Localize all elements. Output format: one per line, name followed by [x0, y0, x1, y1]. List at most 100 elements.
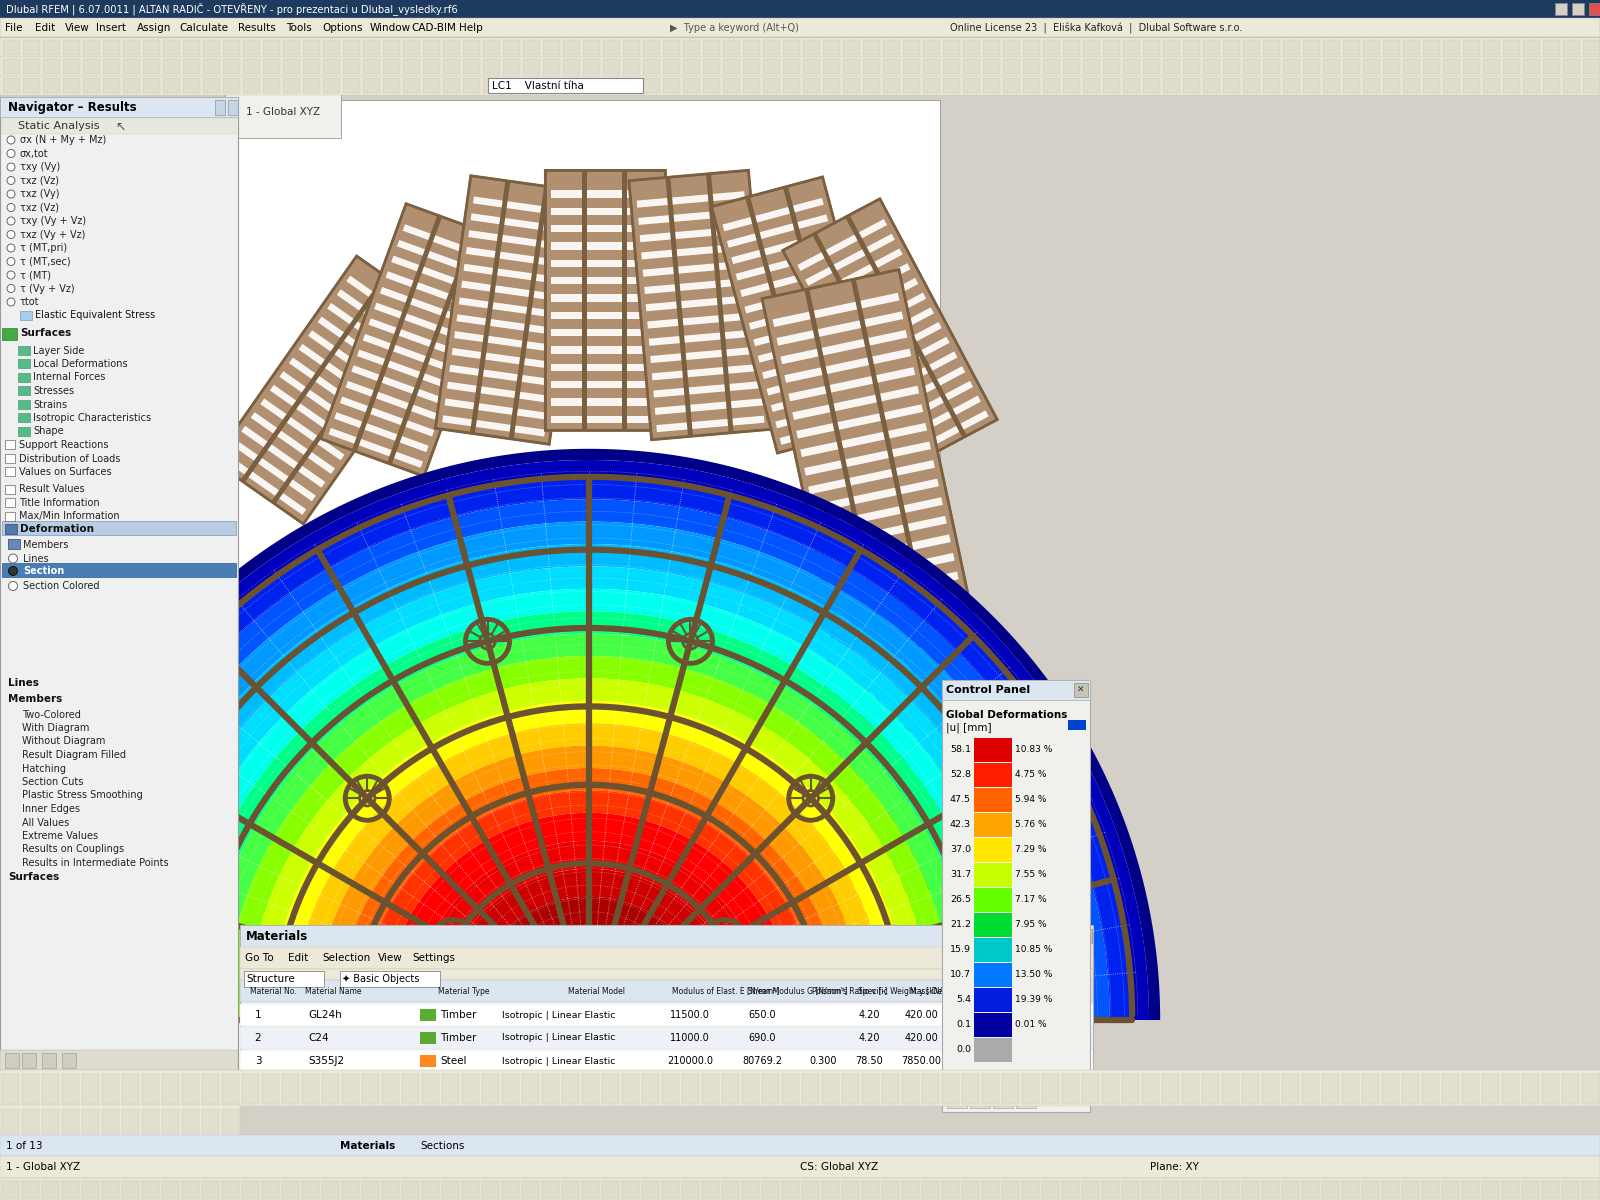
- Polygon shape: [181, 611, 998, 1020]
- Bar: [942, 1181, 958, 1198]
- Text: ▶  Type a keyword (Alt+Q): ▶ Type a keyword (Alt+Q): [670, 23, 798, 32]
- Text: Title Information: Title Information: [19, 498, 99, 508]
- Bar: [702, 78, 720, 92]
- Bar: [982, 40, 1000, 55]
- Bar: [523, 78, 541, 92]
- Bar: [862, 59, 880, 74]
- Text: Help: Help: [459, 23, 483, 32]
- Bar: [1262, 40, 1280, 55]
- Bar: [763, 59, 781, 74]
- Text: Nodes: Nodes: [458, 1078, 488, 1087]
- Bar: [1142, 59, 1160, 74]
- Bar: [776, 395, 877, 428]
- Bar: [82, 1181, 99, 1198]
- Bar: [1382, 1181, 1398, 1198]
- Text: Calculate: Calculate: [179, 23, 229, 32]
- Bar: [2, 521, 237, 535]
- Bar: [1443, 40, 1459, 55]
- Bar: [1043, 40, 1059, 55]
- Bar: [803, 878, 920, 902]
- Bar: [942, 680, 1090, 700]
- Bar: [342, 78, 360, 92]
- Bar: [1443, 78, 1459, 92]
- Bar: [622, 59, 640, 74]
- Text: Two-Colored: Two-Colored: [22, 709, 82, 720]
- Bar: [142, 1109, 158, 1133]
- Bar: [622, 40, 640, 55]
- Text: Extreme Values: Extreme Values: [22, 830, 98, 841]
- Bar: [843, 78, 861, 92]
- Bar: [947, 1090, 966, 1108]
- Bar: [213, 256, 446, 524]
- Text: 7.95 %: 7.95 %: [1014, 920, 1046, 929]
- Bar: [203, 40, 221, 55]
- Bar: [382, 1181, 398, 1198]
- Bar: [1069, 929, 1078, 943]
- Bar: [1122, 1074, 1139, 1104]
- Bar: [942, 1074, 958, 1104]
- Bar: [282, 1181, 299, 1198]
- Bar: [213, 256, 446, 524]
- Bar: [1542, 1074, 1558, 1104]
- Text: Lines: Lines: [502, 1078, 528, 1087]
- Bar: [397, 240, 491, 280]
- Bar: [802, 1074, 819, 1104]
- Bar: [942, 40, 960, 55]
- Bar: [0, 18, 1600, 37]
- Bar: [363, 334, 458, 374]
- Bar: [251, 412, 334, 474]
- Bar: [2, 563, 237, 577]
- Circle shape: [570, 988, 610, 1028]
- Bar: [603, 59, 621, 74]
- Text: 7.17 %: 7.17 %: [1014, 895, 1046, 904]
- Text: With Diagram: With Diagram: [22, 722, 90, 733]
- Bar: [542, 59, 560, 74]
- Bar: [722, 1074, 739, 1104]
- Bar: [974, 738, 1013, 762]
- Bar: [0, 1135, 1600, 1156]
- Bar: [816, 497, 942, 532]
- Bar: [1042, 1074, 1059, 1104]
- Bar: [22, 1054, 35, 1068]
- Text: Members: Members: [8, 694, 62, 703]
- Bar: [974, 988, 1013, 1012]
- Bar: [262, 78, 280, 92]
- Bar: [782, 59, 800, 74]
- Bar: [776, 311, 904, 346]
- Bar: [1243, 78, 1261, 92]
- Text: 13.50 %: 13.50 %: [1014, 970, 1053, 979]
- Bar: [18, 372, 30, 382]
- Bar: [742, 1074, 758, 1104]
- Bar: [782, 1181, 798, 1198]
- Bar: [403, 59, 419, 74]
- Bar: [1382, 40, 1400, 55]
- Text: 4.20: 4.20: [858, 1010, 880, 1020]
- Bar: [1542, 59, 1560, 74]
- Bar: [19, 311, 32, 319]
- Bar: [550, 226, 659, 233]
- Text: 1: 1: [254, 1010, 261, 1020]
- Bar: [42, 1109, 59, 1133]
- Bar: [781, 330, 907, 364]
- Bar: [1283, 59, 1299, 74]
- Bar: [813, 479, 939, 512]
- Bar: [462, 78, 480, 92]
- Bar: [550, 260, 659, 266]
- Bar: [827, 702, 946, 726]
- Circle shape: [6, 204, 14, 211]
- Bar: [762, 346, 864, 379]
- Text: Navigator – Results: Navigator – Results: [8, 101, 136, 114]
- Bar: [1163, 78, 1181, 92]
- Text: Isotropic | Linear Elastic: Isotropic | Linear Elastic: [502, 1033, 616, 1043]
- Bar: [442, 415, 546, 437]
- Bar: [509, 186, 549, 439]
- Bar: [422, 1181, 438, 1198]
- Bar: [629, 170, 771, 439]
- Bar: [666, 178, 693, 437]
- Bar: [702, 1074, 718, 1104]
- Bar: [0, 0, 1600, 18]
- Bar: [320, 204, 509, 476]
- Bar: [1582, 1181, 1598, 1198]
- Bar: [982, 1074, 998, 1104]
- Bar: [242, 1181, 259, 1198]
